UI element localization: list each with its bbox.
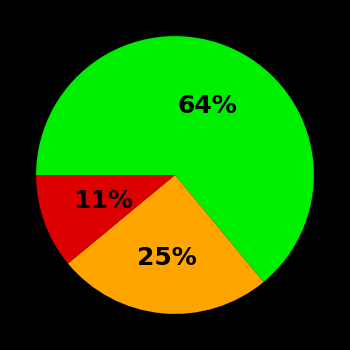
Wedge shape xyxy=(36,36,314,282)
Wedge shape xyxy=(68,175,264,314)
Text: 64%: 64% xyxy=(178,94,237,118)
Wedge shape xyxy=(36,175,175,264)
Text: 11%: 11% xyxy=(73,189,133,213)
Text: 25%: 25% xyxy=(137,246,197,270)
